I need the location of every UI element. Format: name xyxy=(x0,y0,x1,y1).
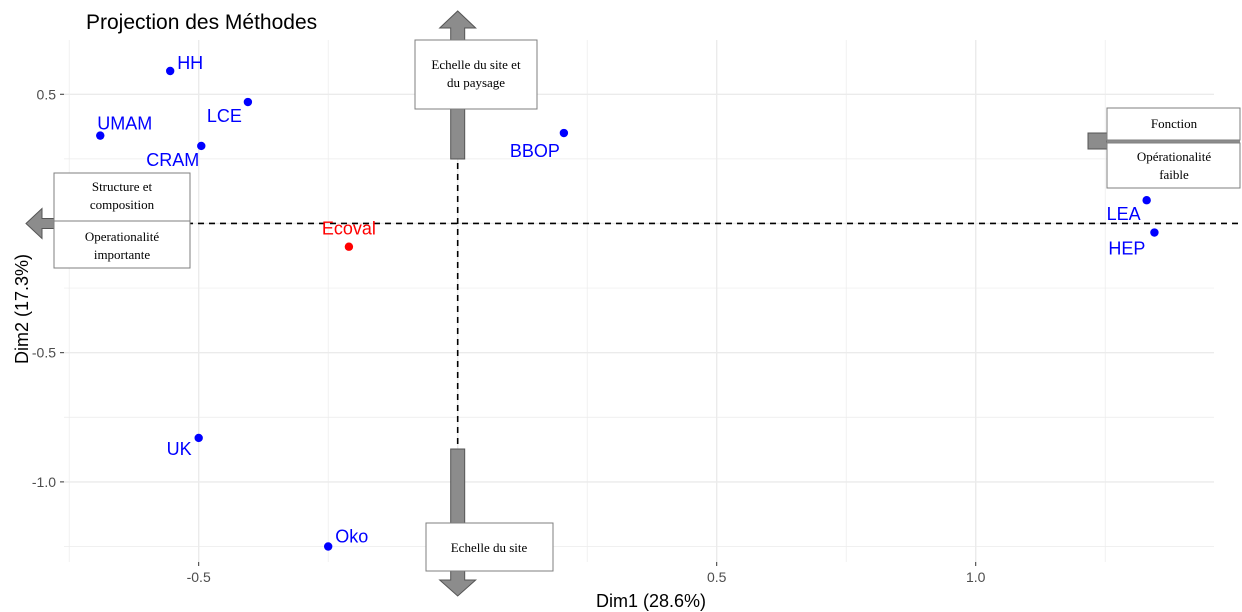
right-arrow-stub xyxy=(1087,132,1108,150)
x-tick-label: -0.5 xyxy=(187,569,211,585)
left-arrow-head xyxy=(25,207,55,240)
point-ecoval xyxy=(344,242,354,251)
point-hh xyxy=(165,66,175,76)
left-lower-annotation-line-1: Operationalité xyxy=(85,229,160,244)
left-upper-annotation-line-1: Structure et xyxy=(92,179,153,194)
y-tick-label: -0.5 xyxy=(32,345,56,361)
x-tick-label: 1.0 xyxy=(966,569,986,585)
left-upper-annotation-box xyxy=(53,172,191,222)
x-tick-label: 0.5 xyxy=(707,569,727,585)
point-hep xyxy=(1150,228,1159,237)
point-label-lce: LCE xyxy=(207,106,242,126)
point-lea xyxy=(1142,196,1151,205)
top-annotation-box xyxy=(414,39,538,110)
left-lower-annotation-box xyxy=(53,220,191,269)
point-label-oko: Oko xyxy=(335,526,368,546)
point-lce xyxy=(243,97,253,107)
right-lower-annotation-box xyxy=(1106,142,1241,189)
point-label-cram: CRAM xyxy=(146,150,199,170)
direction-arrows xyxy=(25,10,1240,597)
point-uk xyxy=(194,433,203,443)
y-tick-label: 0.5 xyxy=(37,86,57,102)
y-axis-title: Dim2 (17.3%) xyxy=(12,254,32,364)
point-oko xyxy=(323,542,333,551)
annotation-boxes: Echelle du site et du paysage Echelle du… xyxy=(53,39,1241,572)
right-upper-annotation-line-1: Fonction xyxy=(1151,116,1198,131)
right-lower-annotation-line-2: faible xyxy=(1159,167,1189,182)
x-axis-title: Dim1 (28.6%) xyxy=(596,591,706,611)
point-label-bbop: BBOP xyxy=(510,141,560,161)
axis-ticks: -0.5 0.5 1.0 0.5 -0.5 -1.0 xyxy=(32,86,986,585)
down-arrow-shaft xyxy=(450,448,466,524)
left-upper-annotation-line-2: composition xyxy=(90,197,155,212)
left-lower-annotation-line-2: importante xyxy=(94,247,151,262)
bottom-annotation-line-1: Echelle du site xyxy=(451,540,528,555)
point-cram xyxy=(197,141,206,151)
top-annotation-line-2: du paysage xyxy=(447,75,505,90)
point-label-lea: LEA xyxy=(1107,204,1141,224)
up-arrow-shaft xyxy=(450,108,466,160)
point-label-umam: UMAM xyxy=(97,114,152,134)
top-annotation-line-1: Echelle du site et xyxy=(431,57,521,72)
point-label-uk: UK xyxy=(167,439,192,459)
down-arrow-head xyxy=(438,570,478,597)
right-arrow-shaft xyxy=(1107,138,1240,144)
point-bbop xyxy=(559,128,569,138)
point-label-hep: HEP xyxy=(1108,239,1145,259)
point-label-ecoval: Ecoval xyxy=(322,219,376,239)
bottom-annotation-box xyxy=(425,522,554,572)
right-upper-annotation-box xyxy=(1106,107,1241,141)
y-tick-label: -1.0 xyxy=(32,474,56,490)
point-umam xyxy=(96,131,105,140)
chart-title: Projection des Méthodes xyxy=(86,11,317,34)
point-label-hh: HH xyxy=(177,53,203,73)
data-points: HH UMAM LCE CRAM BBOP Ecoval LEA HEP UK Oko xyxy=(96,53,1159,551)
right-lower-annotation-line-1: Opérationalité xyxy=(1137,149,1212,164)
up-arrow-head xyxy=(438,10,477,41)
